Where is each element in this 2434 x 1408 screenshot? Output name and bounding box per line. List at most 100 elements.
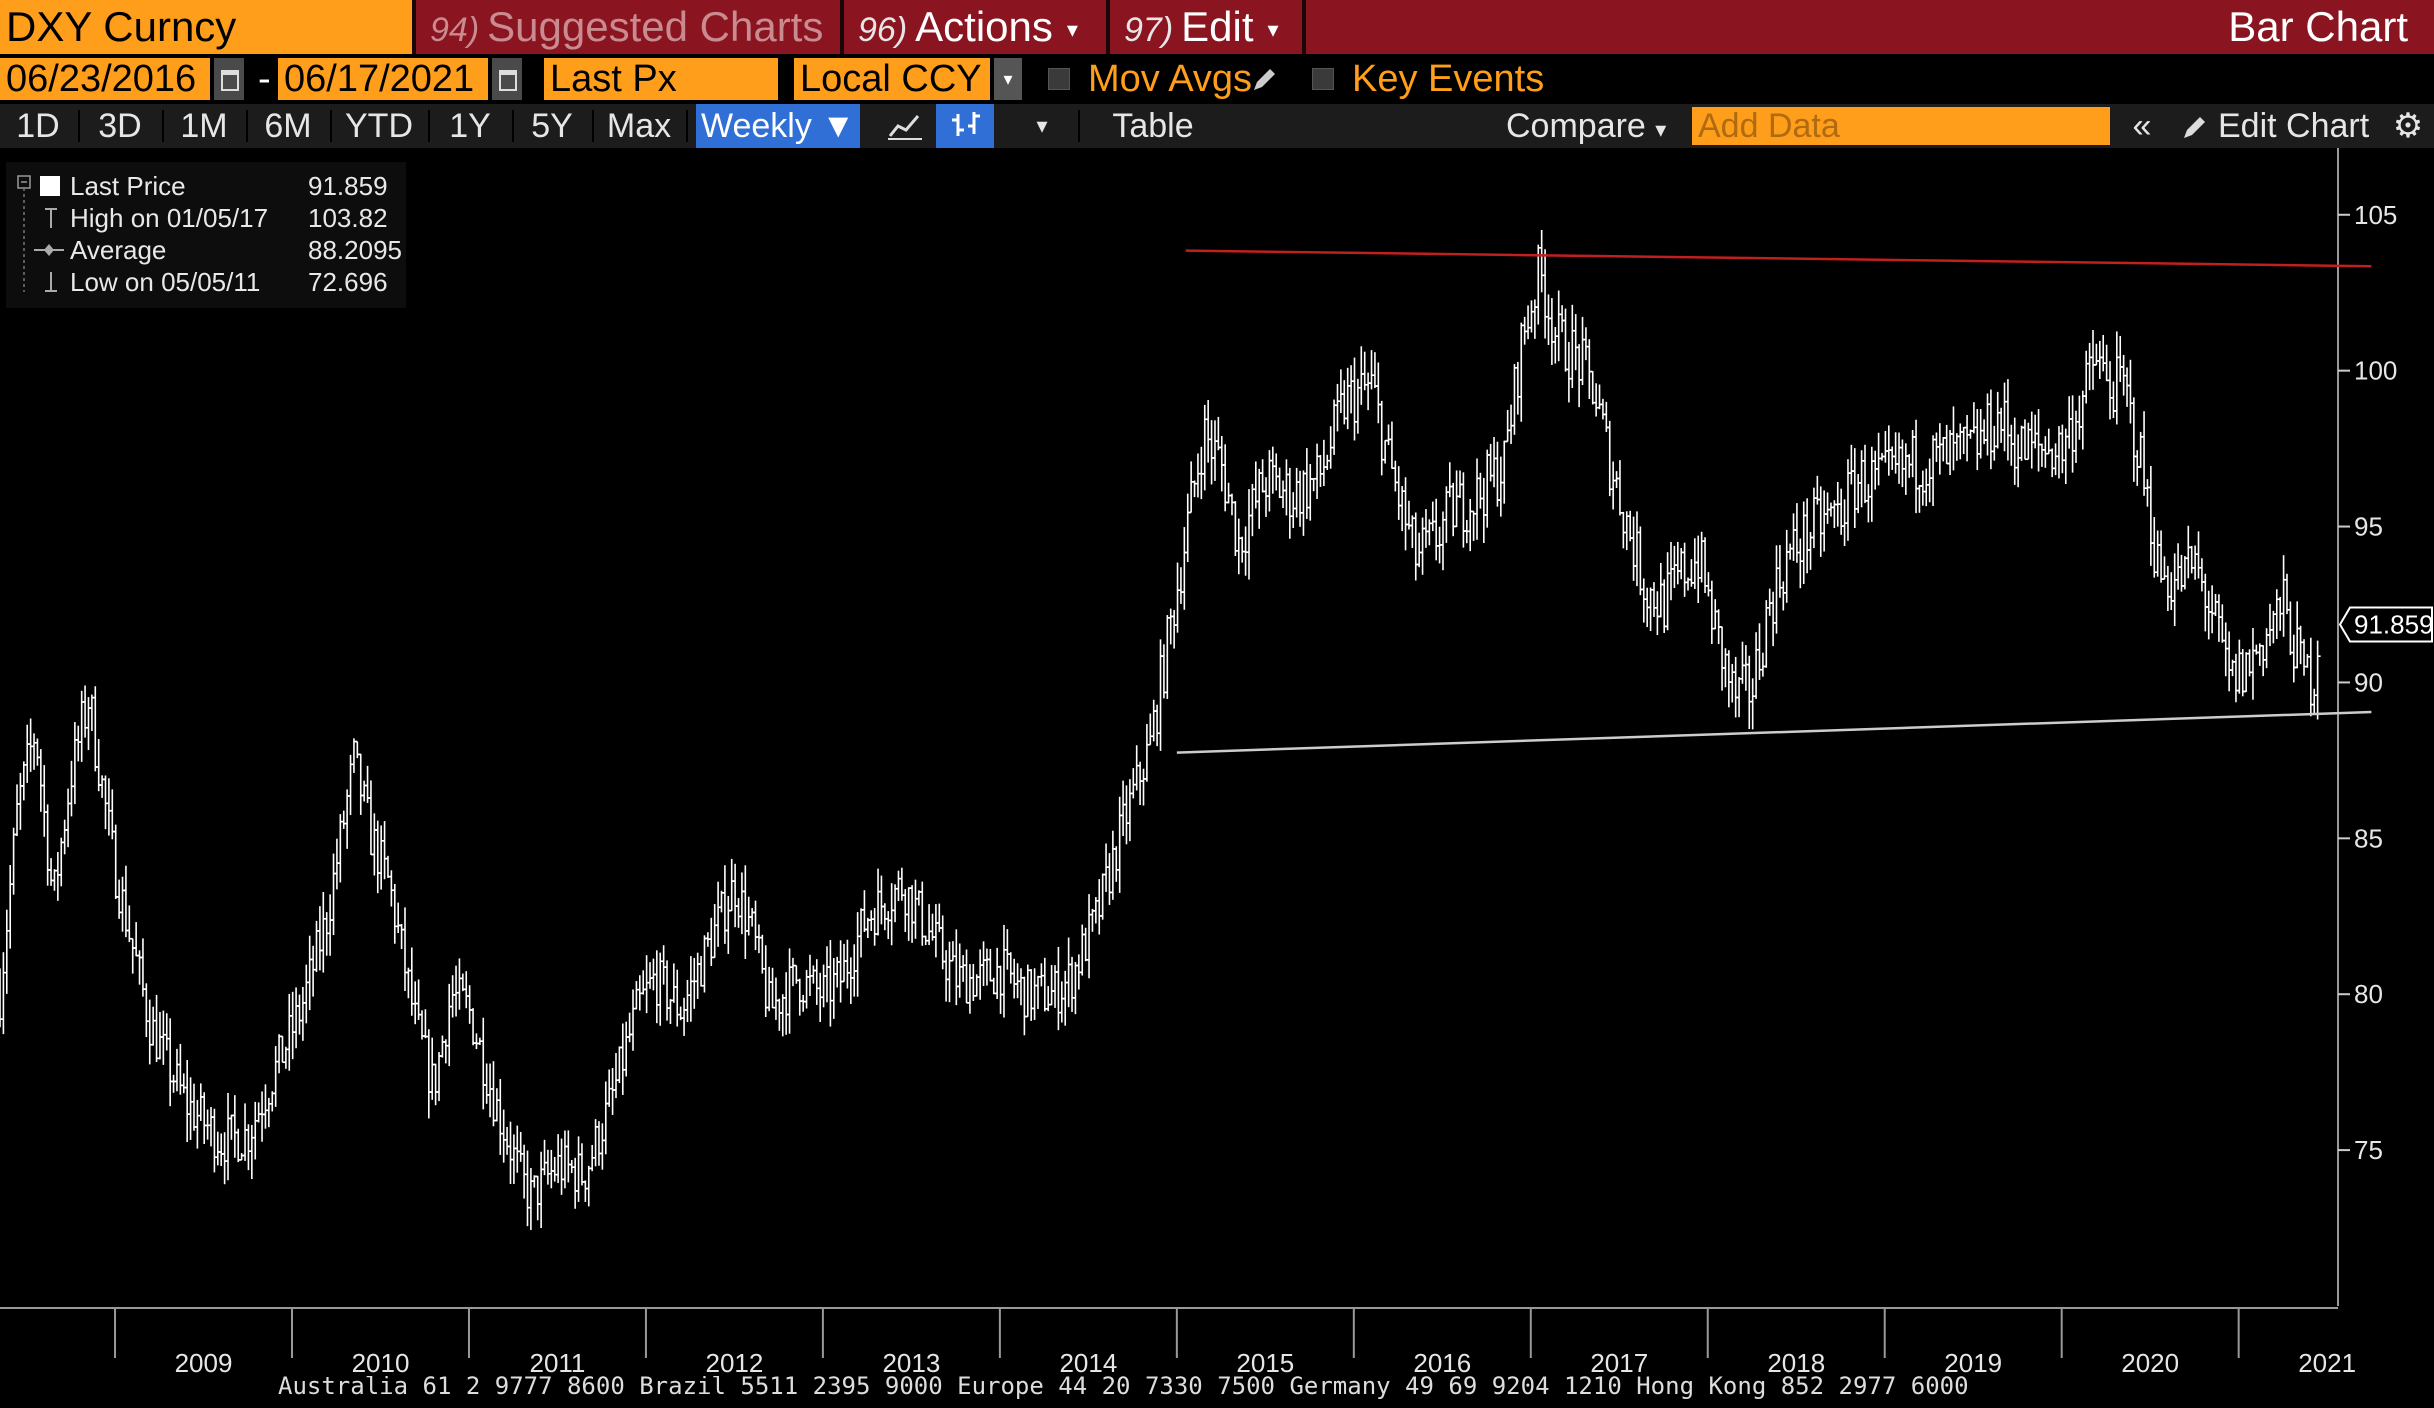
currency-select[interactable]: Local CCY [794,58,990,100]
price-bar [58,837,65,887]
ohlc-bars-icon [952,112,980,136]
price-bar [2270,610,2277,644]
price-bar [2100,334,2107,372]
price-bar [354,740,361,759]
price-chart[interactable]: 75 80 85 90 95 100 105 2009 2010 2011 2012 2013 201… [0,148,2434,1376]
price-bar [1508,404,1515,444]
add-data-input[interactable]: Add Data [1692,107,2110,145]
price-bar [1167,608,1174,645]
price-bar [24,724,31,783]
price-bar [643,955,650,1014]
period-button-ytd[interactable]: YTD [345,107,413,145]
frequency-label: Weekly [701,107,812,145]
price-bar [1657,562,1664,618]
x-tick-label: 2011 [529,1348,585,1376]
x-tick-label: 2018 [1767,1348,1825,1376]
legend-row-low: Low on 05/05/11 72.696 [6,266,406,298]
price-bar [1334,383,1341,432]
price-bar [238,1153,245,1161]
menu-label: Suggested Charts [487,3,824,50]
suggested-charts-menu[interactable]: 94) Suggested Charts [430,0,823,54]
period-button-1d[interactable]: 1D [16,107,60,145]
key-events-checkbox[interactable] [1312,68,1334,90]
collapse-double-chevron-icon[interactable]: « [2132,107,2152,145]
price-bar [401,907,408,992]
calendar-icon[interactable] [492,58,522,100]
separator [428,110,430,142]
price-bar [310,945,317,997]
price-bar [214,1131,221,1166]
price-bar [82,685,89,738]
price-bar [126,905,133,943]
price-bar [228,1114,235,1140]
mov-avgs-label[interactable]: Mov Avgs [1088,58,1253,100]
chart-type-dropdown[interactable]: ▾ [1010,104,1074,148]
price-bar [1817,486,1824,557]
start-date-input[interactable]: 06/23/2016 [0,58,210,100]
price-bar [1926,458,1933,503]
period-button-1m[interactable]: 1M [180,107,228,145]
price-bar [439,1035,446,1058]
table-button[interactable]: Table [1112,107,1194,145]
price-bar [490,1061,497,1127]
key-events-label[interactable]: Key Events [1352,58,1545,100]
ticker-field[interactable]: DXY Curncy [0,0,412,54]
price-bar [2219,604,2226,643]
price-bar [1623,511,1630,551]
price-bar [1188,461,1195,514]
price-bar [3,909,10,994]
price-bar [861,890,868,932]
price-bar [892,884,899,923]
frequency-select[interactable]: Weekly ▼ [696,104,860,148]
legend-row-last-price: Last Price 91.859 [6,170,406,202]
dropdown-arrow-icon[interactable]: ▾ [994,58,1022,100]
line-chart-icon[interactable] [884,108,926,144]
price-bar [1177,567,1184,604]
price-bar [946,941,953,1003]
price-bar [2032,414,2039,449]
price-bar [184,1059,191,1143]
support-trendline [1176,710,2372,754]
compare-dropdown[interactable]: Compare ▾ [1506,104,1676,148]
period-button-5y[interactable]: 5Y [531,107,573,145]
edit-chart-button[interactable]: Edit Chart [2218,107,2370,145]
price-bar [1198,446,1205,500]
end-date-input[interactable]: 06/17/2021 [278,58,488,100]
price-bar [1497,456,1504,517]
actions-menu[interactable]: 96) Actions ▾ [858,0,1078,54]
price-bar [1245,489,1252,580]
price-bar [1045,986,1052,1012]
price-bar [1385,424,1392,446]
period-button-1y[interactable]: 1Y [449,107,491,145]
price-bar [1491,437,1498,488]
gear-icon[interactable]: ⚙ [2392,107,2424,145]
price-bar [2134,450,2141,486]
x-axis-ticks: 2009 2010 2011 2012 2013 2014 2015 2016 2017 2018… [114,1308,2356,1376]
period-button-6m[interactable]: 6M [264,107,312,145]
edit-menu[interactable]: 97) Edit ▾ [1124,0,1279,54]
y-tick-label: 80 [2354,979,2383,1009]
period-button-3d[interactable]: 3D [98,107,142,145]
price-bar [1759,652,1766,677]
price-bars [0,229,2321,1231]
y-tick-label: 105 [2354,200,2397,230]
price-bar [1770,591,1777,647]
price-bar [1977,409,1984,459]
price-bar [721,865,728,944]
price-bar [1164,615,1171,699]
price-bar [1055,946,1062,1031]
price-bar [102,775,109,830]
bar-chart-mode-button[interactable] [936,104,994,148]
period-button-max[interactable]: Max [606,107,672,145]
price-bar [2090,330,2097,390]
price-bar [1474,458,1481,540]
pencil-icon[interactable] [1248,64,1280,96]
low-marker-icon [45,272,57,292]
calendar-icon[interactable] [214,58,244,100]
legend-row-average: Average 88.2095 [6,234,406,266]
field-input[interactable]: Last Px [544,58,778,100]
price-bar [1858,450,1865,508]
price-bar [374,820,381,894]
mov-avgs-checkbox[interactable] [1048,68,1070,90]
price-bar [912,879,919,939]
